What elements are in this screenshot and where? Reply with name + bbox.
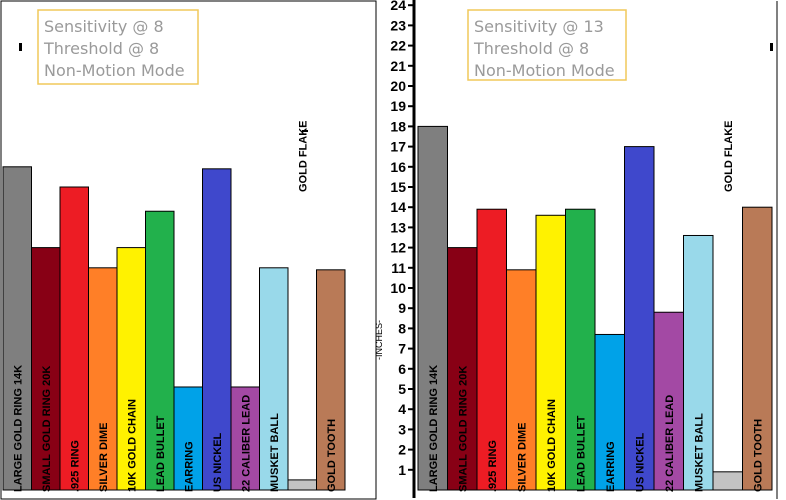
y-tick-label-12: 12 [390,240,406,256]
y-axis-title: -INCHES- [374,320,384,360]
left-bar-label-large-gold-ring-14k: LARGE GOLD RING 14K [12,365,24,492]
y-tick-label-11: 11 [391,260,406,276]
y-tick-label-21: 21 [390,58,406,74]
y-tick-label-15: 15 [390,179,406,195]
left-bar-label-925-ring: .925 RING [69,440,81,492]
right-bar-musket-ball [683,234,714,491]
right-bar-label-22-caliber-lead: 22 CALIBER LEAD [664,395,676,492]
right-settings-line-2: Threshold @ 8 [473,39,589,58]
left-bar-silver-dime [88,267,118,491]
y-tick-label-20: 20 [390,78,406,94]
right-bar-lead-bullet [565,208,596,491]
y-tick-label-10: 10 [390,280,406,296]
left-bar-925-ring [59,186,89,491]
right-bar-label-us-nickel: US NICKEL [634,432,646,492]
left-bar-large-gold-ring-14k [2,166,32,491]
left-settings-line-2: Threshold @ 8 [43,39,159,58]
left-bar-label-small-gold-ring-20k: SMALL GOLD RING 20K [41,366,53,492]
right-bar-label-gold-flake: GOLD FLAKE [723,121,735,193]
right-bar-22-caliber-lead [653,311,684,491]
left-settings-line-1: Sensitivity @ 8 [44,17,164,36]
left-bar-musket-ball [259,267,289,491]
left-bar-gold-flake [287,479,317,491]
right-bar-label-lead-bullet: LEAD BULLET [575,415,587,492]
left-stub-mark [19,43,22,51]
y-tick-label-19: 19 [390,98,406,114]
left-bar-label-us-nickel: US NICKEL [212,432,224,492]
y-tick-label-16: 16 [390,159,406,175]
right-bar-gold-tooth [742,206,773,491]
right-bar-small-gold-ring-20k [447,247,478,491]
left-panel-border [0,0,377,500]
left-bar-gold-tooth [316,269,346,491]
y-tick-label-22: 22 [390,38,406,54]
right-bar-label-small-gold-ring-20k: SMALL GOLD RING 20K [457,366,469,492]
y-tick-label-1: 1 [398,462,406,478]
y-tick-label-18: 18 [390,118,406,134]
y-tick-label-9: 9 [398,300,406,316]
y-tick-label-5: 5 [398,381,406,397]
left-flake-mark [302,130,308,132]
y-tick-label-2: 2 [398,442,406,458]
left-bar-label-10k-gold-chain: 10K GOLD CHAIN [126,399,138,492]
y-tick-label-6: 6 [398,361,406,377]
right-bar-label-gold-tooth: GOLD TOOTH [752,419,764,492]
left-bar-lead-bullet [145,210,175,491]
right-bar-label-large-gold-ring-14k: LARGE GOLD RING 14K [428,365,440,492]
right-settings-line-3: Non-Motion Mode [474,61,615,80]
y-tick-label-13: 13 [390,219,406,235]
left-settings-box [37,9,199,85]
left-bar-earring [173,386,203,491]
right-bar-large-gold-ring-14k [417,125,448,491]
right-settings-line-1: Sensitivity @ 13 [474,17,604,36]
left-settings-line-3: Non-Motion Mode [44,61,185,80]
right-settings-box [467,9,627,81]
right-bar-label-925-ring: .925 RING [487,440,499,492]
y-tick-label-17: 17 [390,139,406,155]
right-bar-label-earring: EARRING [605,441,617,492]
left-bar-label-silver-dime: SILVER DIME [98,423,110,492]
left-bar-label-earring: EARRING [183,441,195,492]
right-bar-label-silver-dime: SILVER DIME [516,423,528,492]
left-bar-label-gold-flake: GOLD FLAKE [297,121,309,193]
y-tick-label-14: 14 [390,199,406,215]
right-bar-us-nickel [624,146,655,491]
left-bar-label-gold-tooth: GOLD TOOTH [326,419,338,492]
y-tick-label-3: 3 [398,421,406,437]
right-bar-gold-flake [712,471,743,491]
right-stub-mark [770,43,773,51]
left-bar-label-22-caliber-lead: 22 CALIBER LEAD [240,395,252,492]
y-tick-label-4: 4 [398,401,406,417]
right-bar-label-musket-ball: MUSKET BALL [693,413,705,492]
y-tick-label-23: 23 [390,17,406,33]
y-tick-label-24: 24 [390,0,406,13]
right-bar-label-10k-gold-chain: 10K GOLD CHAIN [546,399,558,492]
right-bar-earring [594,333,625,491]
y-tick-label-7: 7 [398,341,406,357]
left-bar-label-lead-bullet: LEAD BULLET [155,415,167,492]
left-bar-22-caliber-lead [230,386,260,491]
y-tick-label-8: 8 [398,320,406,336]
left-bar-label-musket-ball: MUSKET BALL [269,413,281,492]
left-bar-us-nickel [202,168,232,491]
